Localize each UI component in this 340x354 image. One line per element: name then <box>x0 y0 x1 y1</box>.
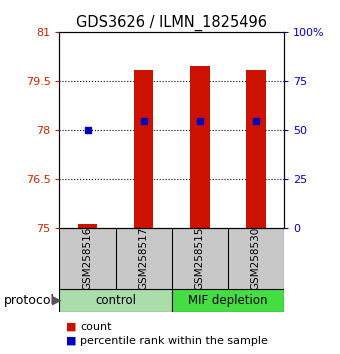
Text: GSM258517: GSM258517 <box>139 227 149 290</box>
Text: GSM258530: GSM258530 <box>251 227 261 290</box>
Text: ■: ■ <box>66 322 77 332</box>
Text: percentile rank within the sample: percentile rank within the sample <box>80 336 268 346</box>
Bar <box>246 69 266 228</box>
Text: GSM258515: GSM258515 <box>195 227 205 290</box>
Bar <box>190 66 209 228</box>
Bar <box>78 224 97 228</box>
Text: count: count <box>80 322 112 332</box>
FancyBboxPatch shape <box>59 289 172 312</box>
Text: ▶: ▶ <box>52 294 61 307</box>
Text: MIF depletion: MIF depletion <box>188 293 268 307</box>
Text: ■: ■ <box>66 336 77 346</box>
Text: protocol: protocol <box>3 294 54 307</box>
Bar <box>134 69 153 228</box>
Text: GSM258516: GSM258516 <box>83 227 92 290</box>
Title: GDS3626 / ILMN_1825496: GDS3626 / ILMN_1825496 <box>76 14 267 30</box>
Text: control: control <box>95 293 136 307</box>
FancyBboxPatch shape <box>59 228 284 289</box>
FancyBboxPatch shape <box>172 289 284 312</box>
